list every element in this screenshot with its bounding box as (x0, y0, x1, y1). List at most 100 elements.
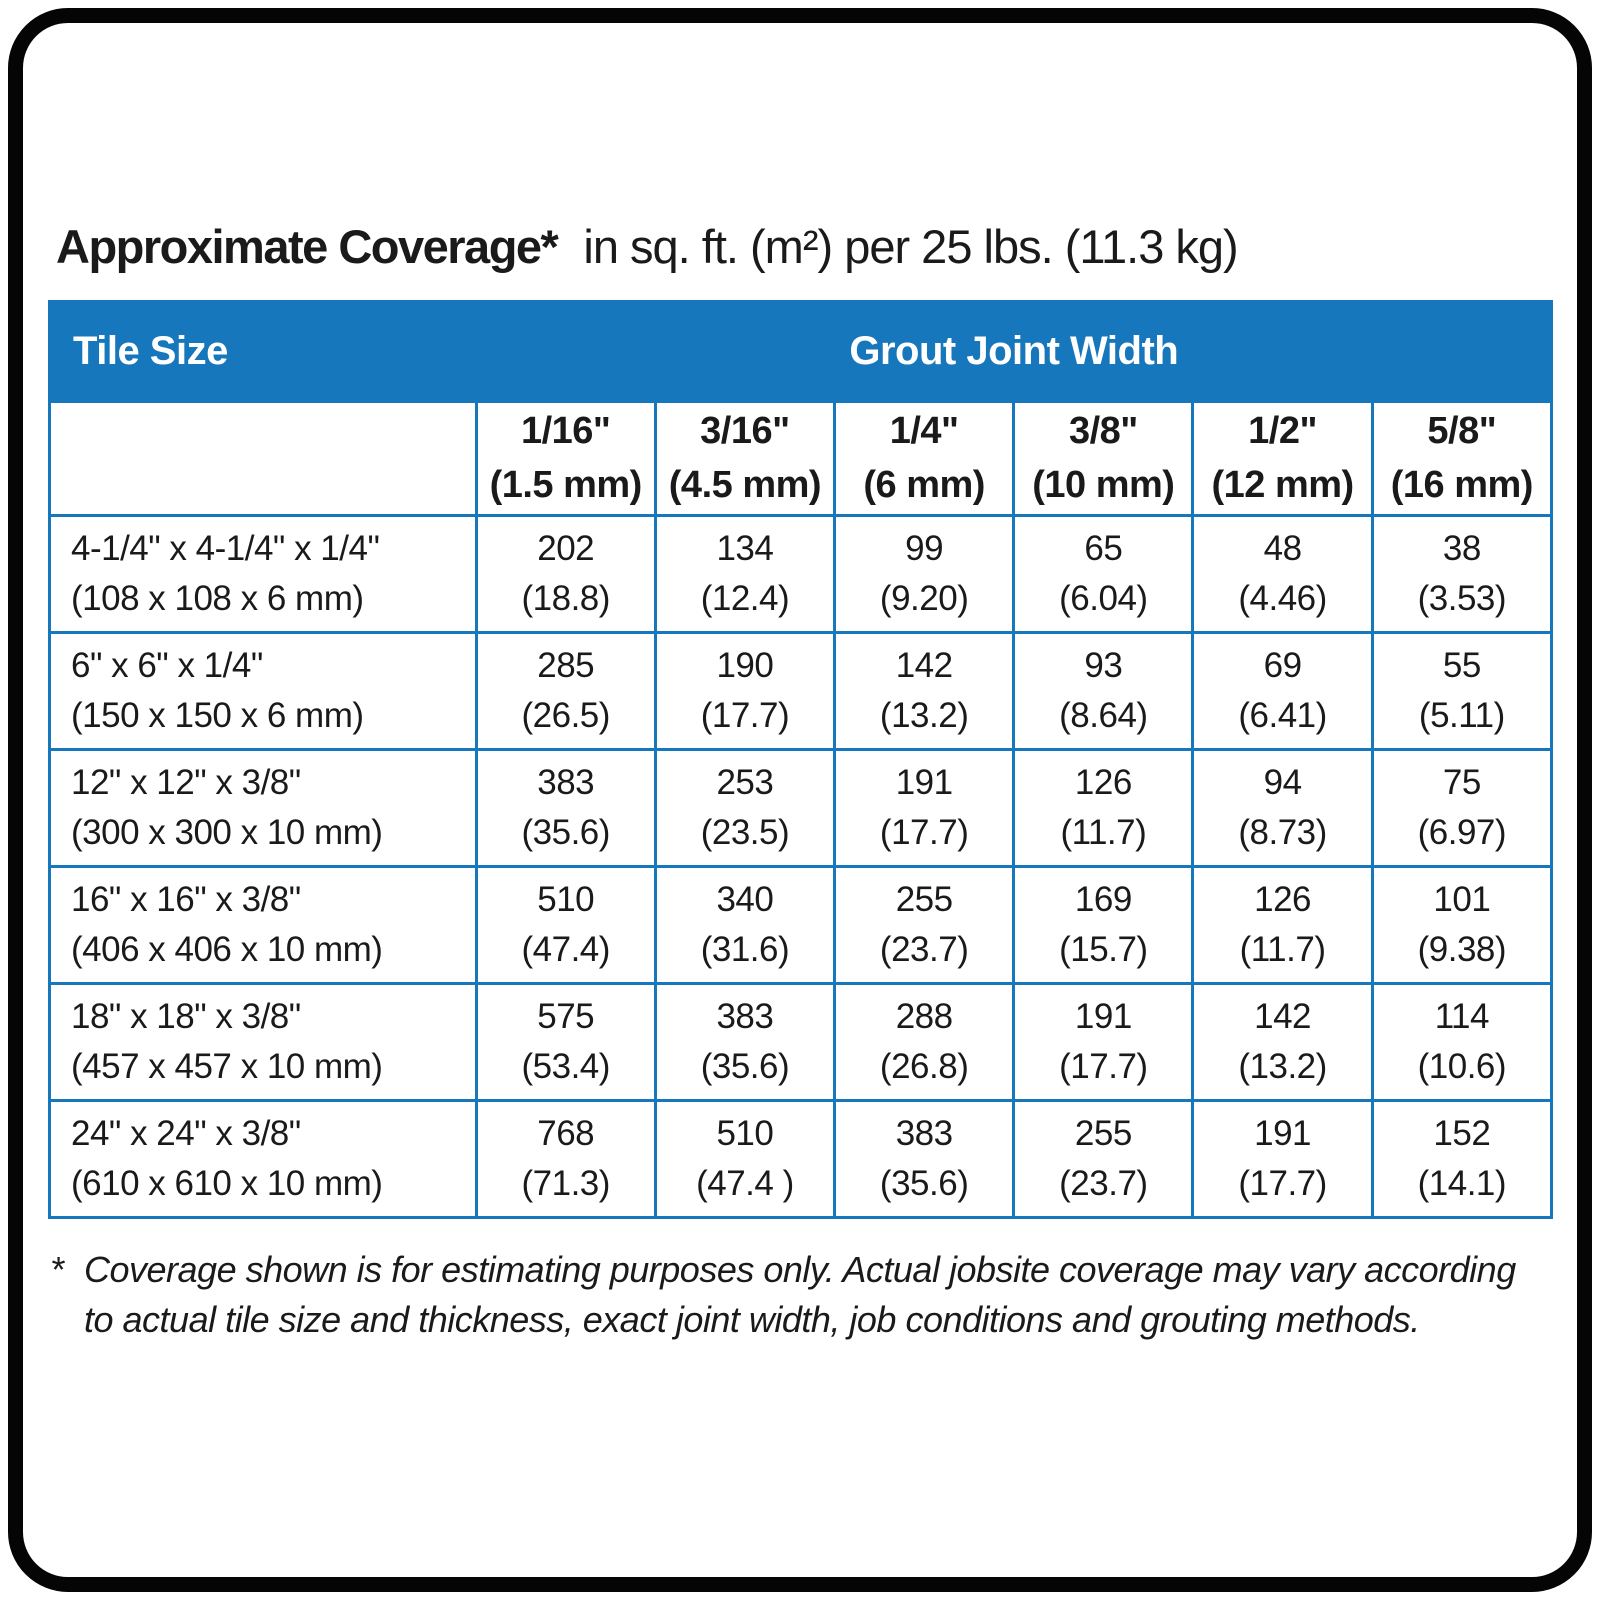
coverage-sqm: (12.4) (700, 579, 790, 618)
coverage-cell: 93 (8.64) (1012, 631, 1195, 751)
coverage-cell: 191 (17.7) (1191, 1099, 1374, 1219)
coverage-sqft: 152 (1433, 1113, 1491, 1153)
coverage-sqft: 65 (1084, 528, 1123, 568)
coverage-sqm: (17.7) (1238, 1164, 1327, 1203)
coverage-sqft: 114 (1434, 996, 1490, 1036)
coverage-cell: 383 (35.6) (833, 1099, 1016, 1219)
column-header-3-8: 3/8" (10 mm) (1012, 400, 1195, 517)
coverage-sqm: (8.73) (1238, 813, 1327, 852)
column-header-5-8: 5/8" (16 mm) (1370, 400, 1554, 517)
coverage-sqm: (14.1) (1417, 1164, 1507, 1203)
coverage-cell: 202 (18.8) (474, 514, 657, 634)
tile-size-metric: (610 x 610 x 10 mm) (71, 1164, 383, 1203)
coverage-sqm: (53.4) (521, 1047, 610, 1086)
coverage-cell: 99 (9.20) (833, 514, 1016, 634)
coverage-sqm: (23.5) (700, 813, 790, 852)
coverage-sqm: (10.6) (1417, 1047, 1507, 1086)
table-row: 16" x 16" x 3/8" (406 x 406 x 10 mm) 510… (48, 865, 1554, 985)
coverage-sqm: (13.2) (879, 696, 969, 735)
coverage-cell: 142 (13.2) (1191, 982, 1374, 1102)
footnote-text: Coverage shown is for estimating purpose… (84, 1249, 1516, 1340)
joint-size-label: 5/8" (1427, 409, 1497, 452)
grout-joint-width-header: Grout Joint Width (474, 300, 1554, 403)
coverage-sqft: 768 (537, 1113, 595, 1153)
coverage-cell: 191 (17.7) (1012, 982, 1195, 1102)
page-title: Approximate Coverage* in sq. ft. (m²) pe… (56, 219, 1553, 274)
coverage-cell: 340 (31.6) (653, 865, 837, 985)
table-header-row: Tile Size Grout Joint Width (48, 300, 1554, 403)
coverage-sqm: (17.7) (1059, 1047, 1148, 1086)
tile-size-inches: 24" x 24" x 3/8" (71, 1113, 301, 1153)
coverage-cell: 169 (15.7) (1012, 865, 1195, 985)
coverage-sqft: 126 (1074, 762, 1132, 802)
coverage-sqm: (26.5) (521, 696, 610, 735)
column-header-1-2: 1/2" (12 mm) (1191, 400, 1374, 517)
coverage-sqft: 134 (716, 528, 774, 568)
coverage-cell: 255 (23.7) (1012, 1099, 1195, 1219)
coverage-cell: 255 (23.7) (833, 865, 1016, 985)
page-title-units: in sq. ft. (m²) per 25 lbs. (11.3 kg) (583, 220, 1238, 273)
joint-metric-label: (10 mm) (1032, 463, 1175, 506)
joint-width-columns-row: 1/16" (1.5 mm) 3/16" (4.5 mm) 1/4" (6 mm… (48, 400, 1554, 517)
content-area: Approximate Coverage* in sq. ft. (m²) pe… (23, 219, 1577, 1344)
coverage-sqm: (35.6) (521, 813, 610, 852)
coverage-cell: 152 (14.1) (1370, 1099, 1554, 1219)
tile-size-inches: 4-1/4" x 4-1/4" x 1/4" (71, 528, 380, 568)
coverage-cell: 253 (23.5) (653, 748, 837, 868)
column-header-3-16: 3/16" (4.5 mm) (653, 400, 837, 517)
coverage-sqft: 191 (1254, 1113, 1312, 1153)
joint-metric-label: (1.5 mm) (489, 463, 643, 506)
table-row: 12" x 12" x 3/8" (300 x 300 x 10 mm) 383… (48, 748, 1554, 868)
table-row: 24" x 24" x 3/8" (610 x 610 x 10 mm) 768… (48, 1099, 1554, 1219)
coverage-sqft: 38 (1442, 528, 1481, 568)
coverage-sqft: 169 (1074, 879, 1132, 919)
coverage-cell: 48 (4.46) (1191, 514, 1374, 634)
coverage-cell: 575 (53.4) (474, 982, 657, 1102)
joint-size-label: 3/16" (700, 409, 790, 452)
tile-size-inches: 6" x 6" x 1/4" (71, 645, 263, 685)
coverage-cell: 383 (35.6) (653, 982, 837, 1102)
coverage-sqm: (8.64) (1059, 696, 1148, 735)
coverage-cell: 768 (71.3) (474, 1099, 657, 1219)
coverage-cell: 75 (6.97) (1370, 748, 1554, 868)
coverage-sqm: (6.41) (1238, 696, 1327, 735)
coverage-sqm: (23.7) (879, 930, 969, 969)
column-header-1-4: 1/4" (6 mm) (833, 400, 1016, 517)
coverage-sqm: (35.6) (700, 1047, 790, 1086)
coverage-cell: 288 (26.8) (833, 982, 1016, 1102)
tile-size-header: Tile Size (48, 300, 478, 403)
coverage-cell: 94 (8.73) (1191, 748, 1374, 868)
coverage-sqft: 255 (895, 879, 953, 919)
coverage-sqm: (6.97) (1417, 813, 1507, 852)
joint-metric-label: (16 mm) (1390, 463, 1534, 506)
joint-size-label: 1/16" (520, 409, 611, 452)
coverage-cell: 69 (6.41) (1191, 631, 1374, 751)
table-row: 4-1/4" x 4-1/4" x 1/4" (108 x 108 x 6 mm… (48, 514, 1554, 634)
coverage-sqft: 142 (895, 645, 953, 685)
coverage-sqft: 288 (895, 996, 953, 1036)
tile-size-metric: (457 x 457 x 10 mm) (71, 1047, 383, 1086)
coverage-cell: 101 (9.38) (1370, 865, 1554, 985)
coverage-cell: 65 (6.04) (1012, 514, 1195, 634)
coverage-sqft: 575 (537, 996, 595, 1036)
coverage-sqft: 190 (716, 645, 774, 685)
coverage-sqm: (47.4 ) (696, 1164, 794, 1203)
table-row: 18" x 18" x 3/8" (457 x 457 x 10 mm) 575… (48, 982, 1554, 1102)
coverage-sqft: 510 (537, 879, 595, 919)
joint-metric-label: (6 mm) (863, 463, 985, 506)
coverage-sqft: 191 (895, 762, 953, 802)
coverage-sqm: (35.6) (879, 1164, 969, 1203)
footnote: * Coverage shown is for estimating purpo… (50, 1245, 1553, 1344)
coverage-sqm: (47.4) (521, 930, 610, 969)
coverage-sqft: 383 (895, 1113, 953, 1153)
joint-size-label: 3/8" (1068, 409, 1138, 452)
coverage-cell: 126 (11.7) (1191, 865, 1374, 985)
coverage-sqft: 142 (1254, 996, 1312, 1036)
coverage-sqm: (23.7) (1059, 1164, 1148, 1203)
coverage-cell: 142 (13.2) (833, 631, 1016, 751)
coverage-sqft: 191 (1074, 996, 1132, 1036)
coverage-sqft: 383 (537, 762, 595, 802)
table-row: 6" x 6" x 1/4" (150 x 150 x 6 mm) 285 (2… (48, 631, 1554, 751)
coverage-cell: 134 (12.4) (653, 514, 837, 634)
footnote-asterisk: * (50, 1249, 64, 1290)
